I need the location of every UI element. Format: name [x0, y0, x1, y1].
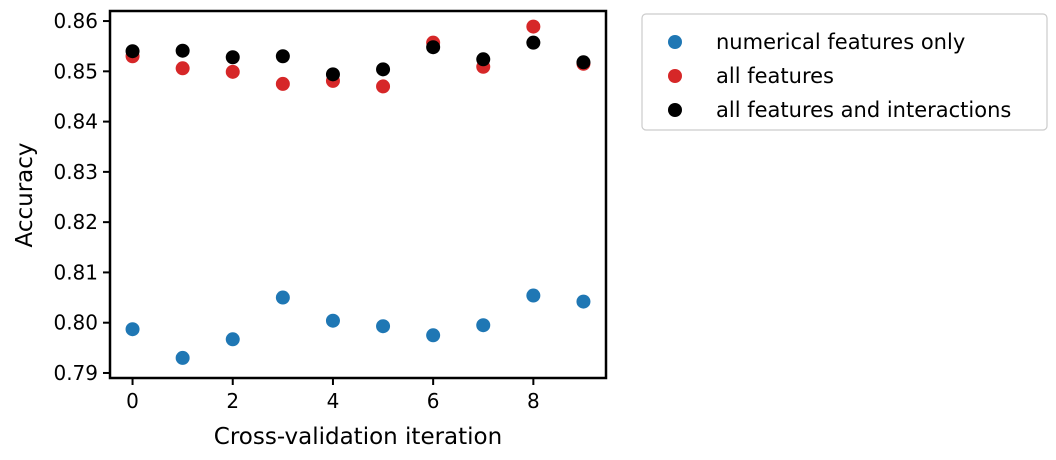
series-1: [125, 288, 591, 365]
data-point: [526, 19, 541, 34]
data-point: [576, 294, 591, 309]
data-point: [325, 67, 340, 82]
data-point: [426, 328, 441, 343]
y-tick-label: 0.86: [53, 9, 98, 33]
y-tick-label: 0.82: [53, 210, 98, 234]
data-point: [175, 43, 190, 58]
data-points: [125, 19, 591, 365]
legend-label: numerical features only: [716, 30, 965, 54]
x-axis-ticks: 0 2 4 6 8: [126, 378, 540, 413]
x-tick-label: 6: [427, 389, 440, 413]
data-point: [275, 290, 290, 305]
data-point: [125, 322, 140, 337]
data-point: [225, 50, 240, 65]
data-point: [175, 61, 190, 76]
legend-marker: [668, 69, 682, 83]
x-axis-label: Cross-validation iteration: [214, 424, 502, 450]
data-point: [476, 318, 491, 333]
x-tick-label: 0: [126, 389, 139, 413]
legend-label: all features and interactions: [716, 98, 1011, 122]
data-point: [576, 55, 591, 70]
data-point: [275, 76, 290, 91]
y-tick-label: 0.83: [53, 160, 98, 184]
data-point: [376, 79, 391, 94]
data-point: [426, 40, 441, 55]
legend-marker: [668, 103, 682, 117]
y-tick-label: 0.85: [53, 59, 98, 83]
data-point: [125, 44, 140, 59]
legend: numerical features only all features all f…: [641, 13, 1048, 131]
data-point: [526, 288, 541, 303]
x-tick-label: 8: [527, 389, 540, 413]
legend-items: numerical features only all features all f…: [668, 30, 1011, 122]
data-point: [225, 64, 240, 79]
data-point: [275, 49, 290, 64]
y-axis-label: Accuracy: [12, 142, 38, 247]
y-tick-label: 0.81: [53, 260, 98, 284]
series-3: [125, 35, 591, 82]
y-axis-ticks: 0.79 0.80 0.81 0.82 0.83 0.84 0.85 0.86: [53, 9, 110, 385]
plot-area-frame: [108, 9, 608, 380]
y-tick-label: 0.80: [53, 311, 98, 335]
data-point: [325, 313, 340, 328]
data-point: [376, 62, 391, 77]
data-point: [225, 332, 240, 347]
y-tick-label: 0.79: [53, 361, 98, 385]
y-tick-label: 0.84: [53, 110, 98, 134]
data-point: [376, 319, 391, 334]
x-tick-label: 4: [327, 389, 340, 413]
data-point: [526, 35, 541, 50]
legend-label: all features: [716, 64, 834, 88]
series-2: [125, 19, 591, 94]
data-point: [476, 52, 491, 67]
data-point: [175, 350, 190, 365]
legend-marker: [668, 35, 682, 49]
legend-frame: [641, 13, 1048, 131]
x-tick-label: 2: [226, 389, 239, 413]
